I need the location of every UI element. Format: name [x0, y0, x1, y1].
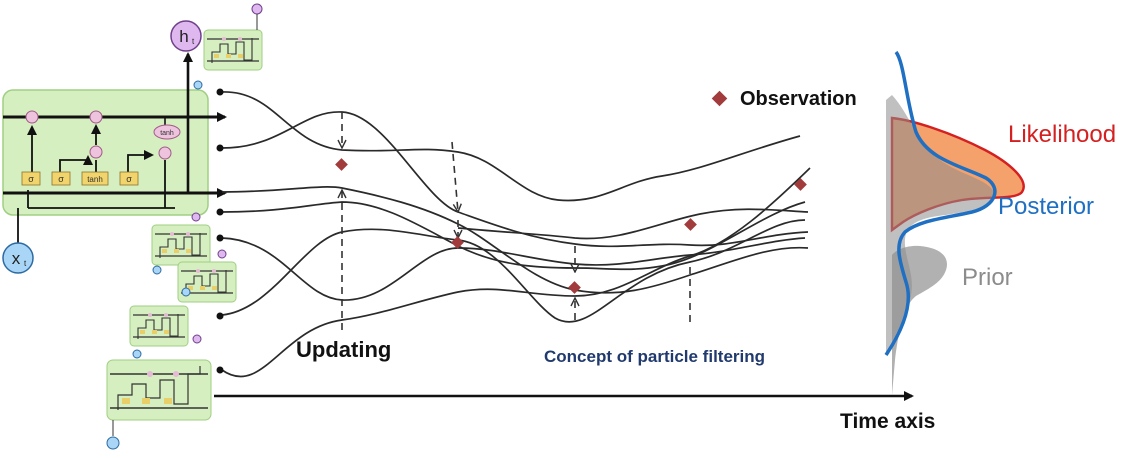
likelihood-label: Likelihood [1008, 121, 1117, 148]
prior-label: Prior [962, 264, 1013, 291]
trajectory [221, 91, 801, 202]
trajectory [221, 111, 809, 248]
svg-text:t: t [192, 37, 195, 46]
trajectory [221, 167, 811, 378]
gate-label-forget: σ [28, 174, 34, 184]
posterior-label: Posterior [998, 193, 1095, 220]
observation-marker [794, 178, 807, 191]
input-node: x t [2, 242, 34, 274]
trajectory [457, 208, 809, 240]
observation-marker [684, 218, 697, 231]
observation-marker [451, 236, 464, 249]
gate-label-input: σ [58, 174, 64, 184]
posterior-curve [884, 50, 997, 356]
concept-caption: Concept of particle filtering [544, 347, 766, 366]
lstm-cell: σ σ tanh σ tanh [2, 52, 227, 243]
gate-label-candidate: tanh [87, 175, 103, 184]
hidden-state-label: h [179, 27, 188, 46]
trajectory [221, 201, 806, 271]
observation-marker [568, 281, 581, 294]
particle-start-points [216, 88, 224, 374]
particle-trajectories [221, 91, 811, 378]
updating-dashed-lines [342, 112, 691, 330]
activation-label: tanh [160, 130, 174, 137]
distribution-curves [884, 50, 1025, 395]
trajectory [221, 186, 809, 294]
trajectory [221, 219, 806, 323]
posterior-fill [886, 95, 996, 355]
svg-text:t: t [24, 259, 27, 268]
hidden-state-node: h t [170, 20, 202, 52]
updating-label: Updating [296, 337, 392, 362]
observation-marker [335, 158, 348, 171]
mini-lstm-cells [106, 3, 263, 450]
gate-label-output: σ [126, 174, 132, 184]
input-label: x [12, 249, 21, 268]
observation-legend-label: Observation [740, 88, 857, 110]
time-axis-label: Time axis [840, 410, 936, 433]
